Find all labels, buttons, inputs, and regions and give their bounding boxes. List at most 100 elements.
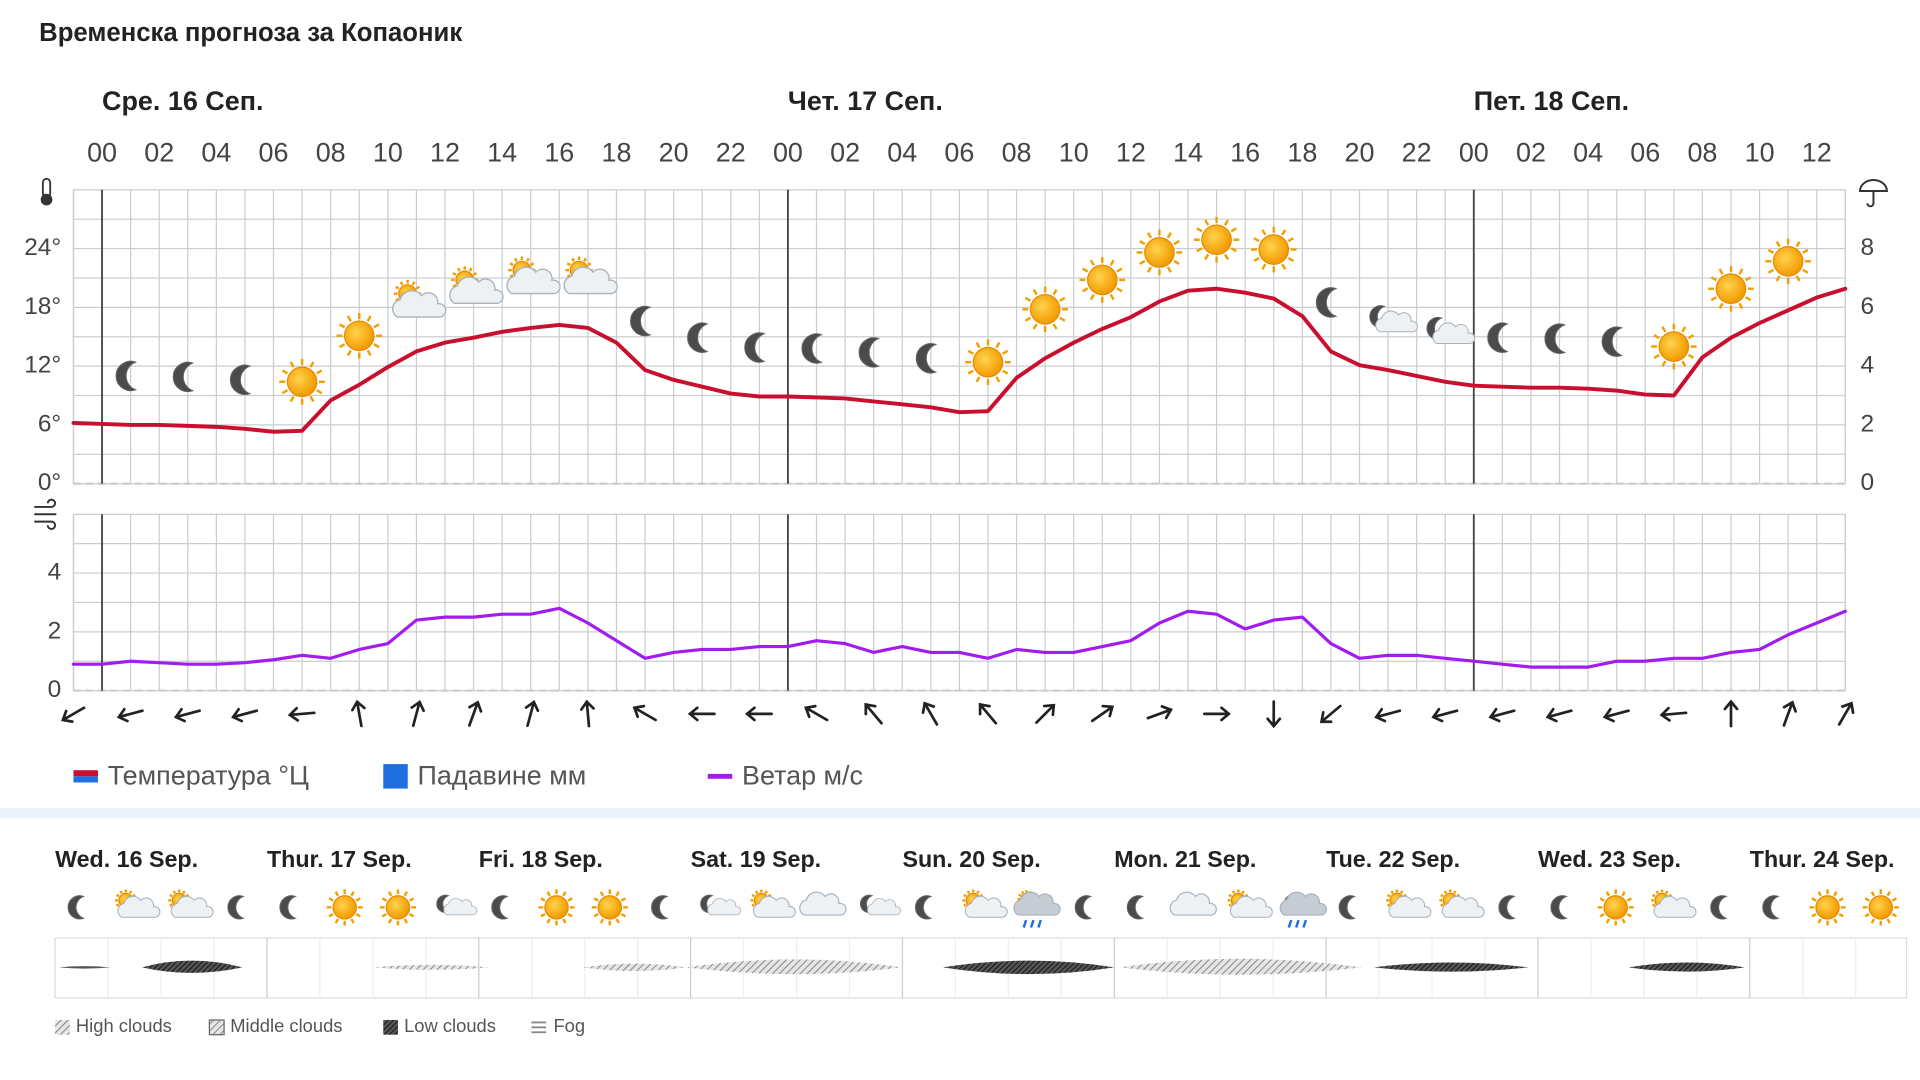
cloud — [391, 290, 447, 318]
weather-icon — [1136, 229, 1183, 276]
sun-ray — [1661, 326, 1667, 333]
sun-ray — [1891, 912, 1898, 918]
plot-frame — [72, 513, 1846, 692]
moon — [914, 895, 933, 920]
sun-ray — [525, 257, 530, 262]
sun-ray — [338, 323, 346, 329]
series-line — [71, 286, 1848, 434]
sun-ray — [289, 361, 295, 368]
sun-disc — [1029, 294, 1061, 325]
sun-ray — [1059, 316, 1066, 322]
y2-tick-label: 8 — [1861, 234, 1875, 261]
sun-ray — [373, 343, 380, 349]
sun-ray — [1116, 267, 1123, 273]
daily-icon — [1762, 895, 1780, 920]
sun-ray — [408, 897, 415, 902]
daily-icon — [1169, 891, 1217, 916]
sun-ray — [1795, 240, 1801, 248]
sun-ray — [1386, 893, 1391, 898]
daily-icon — [115, 889, 161, 918]
wind-arrow — [1090, 704, 1115, 723]
weather-icon — [1651, 323, 1697, 370]
x-tick-label: 12 — [430, 137, 460, 167]
rain-drop — [1029, 919, 1035, 928]
sun-ray — [1599, 912, 1605, 918]
sun-disc — [385, 895, 411, 920]
moon — [858, 337, 881, 368]
sun-ray — [1116, 287, 1123, 293]
cloud — [799, 891, 847, 916]
sun-ray — [411, 281, 416, 286]
sun-ray — [1081, 287, 1089, 293]
y-tick-label: 2 — [48, 617, 62, 644]
sun-ray — [1204, 253, 1210, 261]
weather-icon — [1250, 226, 1297, 273]
sun-ray — [1599, 897, 1605, 902]
weather-icon — [915, 343, 938, 374]
wind-arrow — [1602, 707, 1630, 723]
sun-ray — [338, 343, 346, 349]
sun-ray — [1745, 296, 1752, 302]
sun-ray — [1253, 256, 1260, 262]
sun-ray — [751, 903, 756, 907]
daily-icon — [1809, 889, 1846, 926]
sun-ray — [751, 893, 756, 898]
sun-ray — [1817, 891, 1822, 897]
sun-disc — [544, 895, 569, 920]
daily-icon — [436, 894, 478, 916]
rain-drop — [1022, 919, 1028, 928]
x-tick-label: 14 — [487, 137, 517, 167]
sun-ray — [1661, 360, 1667, 367]
wind-arrow — [1488, 707, 1516, 723]
legend-swatch — [73, 776, 98, 783]
legend-label: Ветар м/с — [742, 761, 863, 791]
x-tick-label: 02 — [1516, 137, 1546, 167]
sun-ray — [1287, 256, 1295, 262]
sun-disc — [332, 895, 357, 920]
y-tick-label: 24° — [24, 234, 61, 261]
weather-icon — [1601, 326, 1624, 357]
sun-disc — [1603, 895, 1628, 920]
sun-ray — [1287, 237, 1295, 243]
weather-icon — [1487, 322, 1509, 353]
sun-ray — [328, 897, 334, 902]
daily-icon — [67, 895, 86, 920]
daily-icon — [1597, 889, 1634, 926]
sun-ray — [1230, 247, 1237, 253]
moon — [1762, 895, 1780, 920]
legend-swatch — [383, 764, 408, 789]
sun-ray — [540, 897, 546, 902]
sun-ray — [355, 912, 361, 918]
legend-swatch — [707, 773, 733, 779]
weather-icon — [563, 256, 618, 295]
sun-ray — [1230, 227, 1237, 233]
sun-ray — [1281, 263, 1287, 270]
wind-arrow — [978, 702, 998, 725]
wind-arrow — [351, 699, 366, 728]
daily-icon — [914, 895, 933, 920]
sun-ray — [1653, 334, 1660, 340]
sun-ray — [1626, 912, 1632, 918]
sun-ray — [309, 395, 315, 403]
x-tick-label: 20 — [659, 137, 689, 167]
sun-ray — [452, 283, 457, 288]
x-tick-label: 00 — [1459, 137, 1489, 167]
weather-icon — [629, 305, 652, 337]
sun-ray — [387, 891, 393, 897]
sun-ray — [562, 891, 567, 897]
sun-ray — [1196, 227, 1203, 233]
sun-ray — [1261, 229, 1267, 236]
sun-ray — [381, 897, 387, 902]
sun-ray — [1399, 890, 1404, 895]
sun-ray — [995, 376, 1001, 383]
sun-ray — [350, 891, 355, 897]
sun-ray — [1228, 903, 1232, 907]
wind-arrow — [61, 706, 86, 723]
weather-icon — [801, 333, 824, 364]
sun-ray — [395, 297, 400, 302]
moon — [915, 343, 938, 374]
daily-icon — [1013, 890, 1061, 928]
sun-ray — [289, 395, 295, 403]
daily-icon — [1338, 895, 1357, 920]
x-tick-label: 14 — [1173, 137, 1203, 167]
